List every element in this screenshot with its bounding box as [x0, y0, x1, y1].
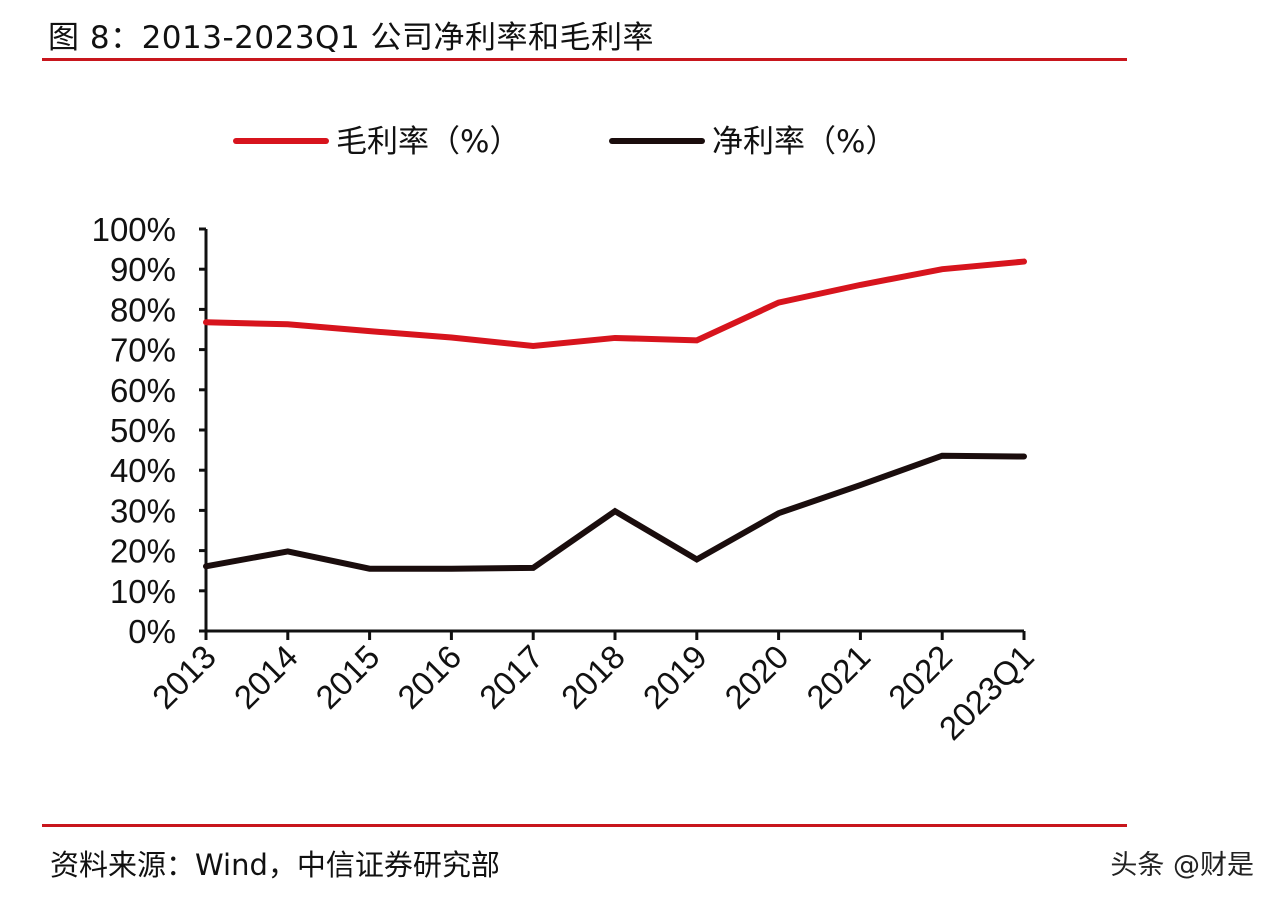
series-line	[203, 258, 1027, 349]
x-tick-label: 2019	[636, 638, 714, 716]
watermark: 头条 @财是	[1110, 850, 1254, 881]
y-tick-label: 60%	[110, 372, 176, 409]
top-divider	[42, 58, 1127, 61]
source-note: 资料来源：Wind，中信证券研究部	[50, 848, 500, 882]
series-line	[203, 452, 1027, 572]
x-tick-label: 2020	[717, 638, 795, 716]
bottom-divider	[42, 824, 1127, 827]
y-tick-label: 70%	[110, 332, 176, 369]
x-tick-label: 2016	[390, 638, 468, 716]
y-tick-label: 10%	[110, 573, 176, 610]
y-tick-label: 30%	[110, 492, 176, 529]
x-tick-label: 2017	[472, 638, 550, 716]
y-tick-label: 20%	[110, 533, 176, 570]
y-tick-label: 100%	[92, 211, 176, 248]
x-tick-label: 2018	[554, 638, 632, 716]
x-tick-label: 2014	[227, 638, 305, 716]
y-tick-label: 80%	[110, 291, 176, 328]
x-tick-label: 2021	[799, 638, 877, 716]
x-tick-label: 2015	[308, 638, 386, 716]
chart-title: 图 8：2013-2023Q1 公司净利率和毛利率	[48, 20, 655, 56]
y-tick-label: 90%	[110, 251, 176, 288]
y-tick-label: 50%	[110, 412, 176, 449]
legend-label: 毛利率（%）	[336, 124, 520, 160]
y-tick-label: 0%	[128, 613, 176, 650]
legend-label: 净利率（%）	[712, 124, 896, 160]
y-tick-label: 40%	[110, 452, 176, 489]
